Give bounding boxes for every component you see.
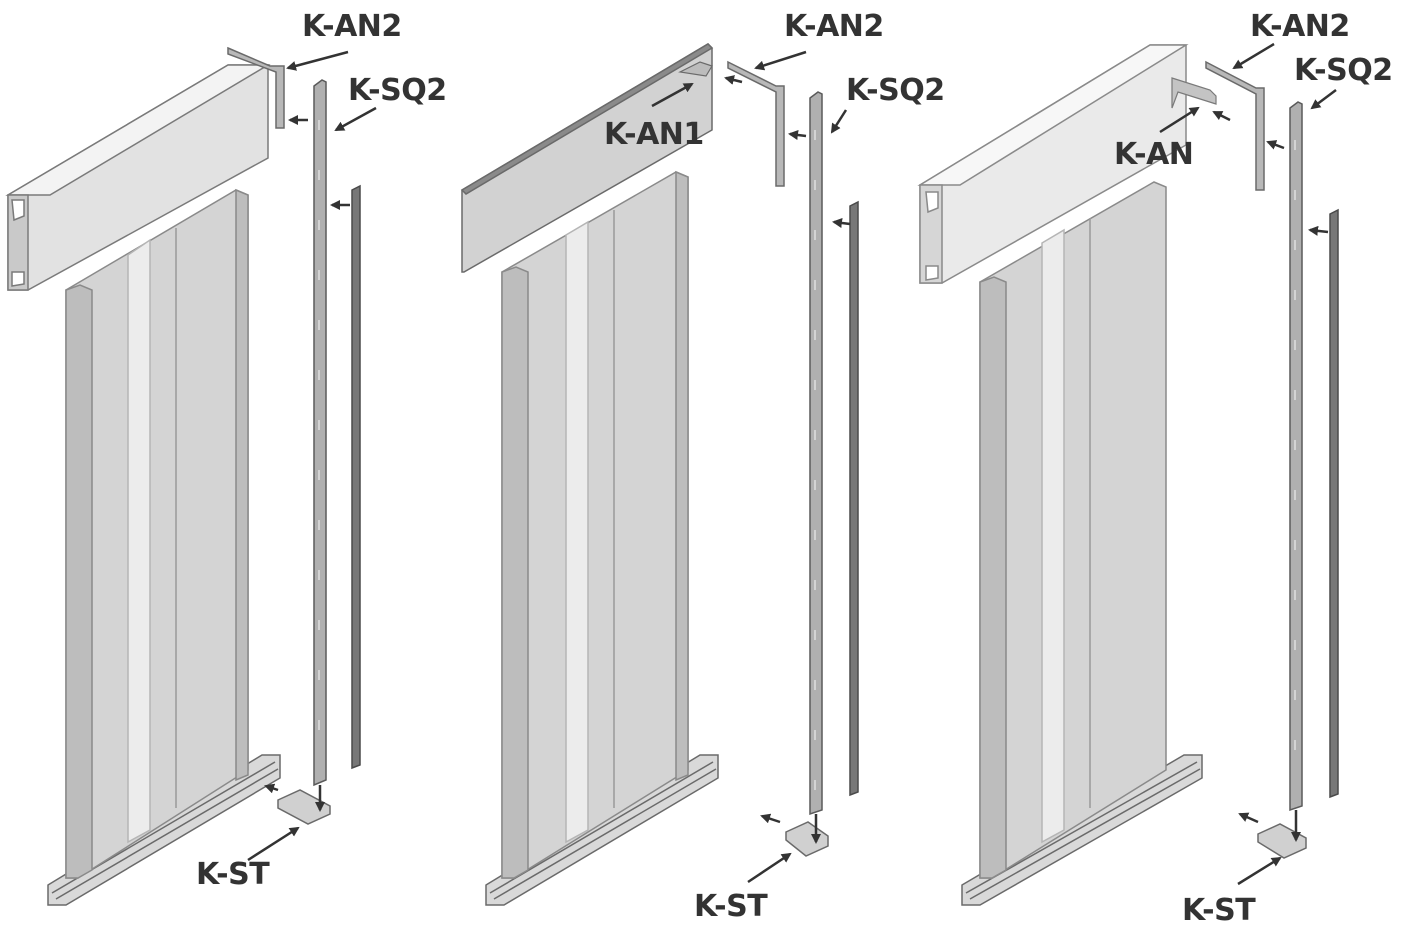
arrows: [651, 50, 851, 884]
header-channel: [917, 44, 1189, 284]
label-inner-bracket: K-AN: [1114, 137, 1193, 172]
floor-rail: [485, 754, 719, 906]
post: [313, 79, 327, 787]
rail-strip: [849, 200, 859, 797]
header-channel: [5, 64, 271, 291]
post: [809, 91, 823, 816]
stand: [1257, 823, 1307, 859]
rail-strip: [351, 184, 361, 770]
label-post: K-SQ2: [348, 73, 447, 108]
label-angle-bracket: K-AN2: [302, 9, 402, 44]
label-post: K-SQ2: [1294, 53, 1393, 88]
label-post: K-SQ2: [846, 73, 945, 108]
label-angle-bracket: K-AN2: [1250, 9, 1350, 44]
arrows: [1159, 42, 1337, 886]
angle-bracket: [727, 60, 785, 187]
door-panel: [65, 188, 249, 879]
label-stand: K-ST: [1182, 893, 1256, 928]
inner-bracket: [1171, 77, 1217, 109]
rail-strip: [1329, 208, 1339, 799]
header-board: [460, 43, 714, 273]
arrows: [247, 50, 377, 862]
assembly-1: K-AN2 K-SQ2 K-ST: [5, 9, 447, 906]
label-inner-bracket: K-AN1: [604, 117, 704, 152]
label-angle-bracket: K-AN2: [784, 9, 884, 44]
door-panel: [979, 181, 1167, 879]
assembly-2: K-AN2 K-SQ2 K-AN1 K-ST: [460, 9, 945, 924]
angle-bracket: [227, 46, 285, 129]
inner-bracket: [678, 61, 713, 77]
post: [1289, 101, 1303, 812]
floor-rail: [961, 754, 1203, 906]
assembly-3: K-AN2 K-SQ2 K-AN K-ST: [917, 9, 1393, 928]
angle-bracket: [1205, 60, 1265, 191]
label-stand: K-ST: [694, 889, 768, 924]
door-panel: [501, 170, 689, 879]
stand: [277, 789, 331, 825]
label-stand: K-ST: [196, 857, 270, 892]
stand: [785, 821, 829, 857]
